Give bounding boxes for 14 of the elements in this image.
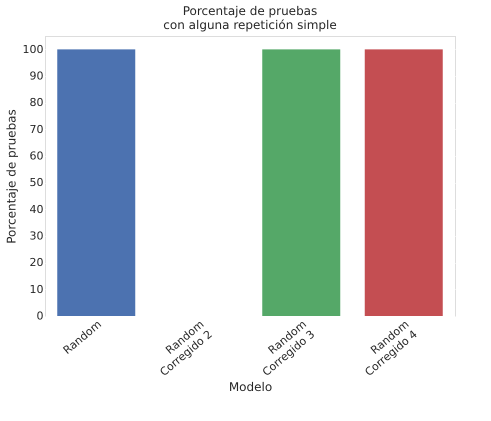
y-tick-label: 70: [30, 122, 44, 136]
y-tick-label: 0: [36, 310, 44, 322]
x-axis-title: Modelo: [228, 380, 272, 394]
y-tick-label: 90: [30, 70, 44, 82]
y-tick-label: 40: [30, 202, 44, 216]
y-tick-label: 60: [30, 150, 44, 162]
y-tick-label: 80: [30, 96, 44, 110]
y-tick-label: 10: [30, 282, 44, 296]
y-tick-label: 50: [30, 176, 44, 190]
y-tick-label: 30: [30, 230, 44, 242]
y-axis-title: Porcentaje de pruebas: [4, 109, 19, 244]
y-tick-label: 100: [22, 42, 44, 56]
chart-title: Porcentaje de pruebas con alguna repetición simple: [163, 4, 337, 32]
y-tick-label: 20: [30, 256, 44, 270]
